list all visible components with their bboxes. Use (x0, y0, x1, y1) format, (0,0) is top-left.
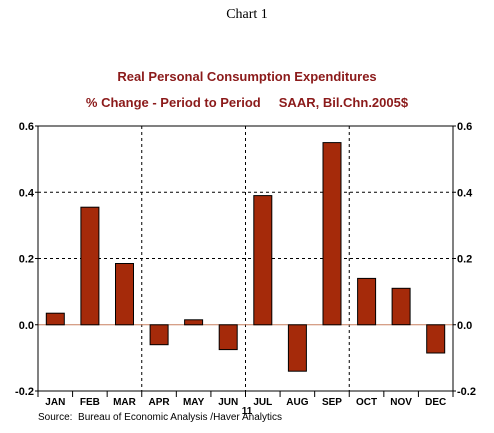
chart-caption: Chart 1 (226, 7, 268, 22)
y-tick-label-left: 0.6 (19, 121, 34, 133)
grid-lines (38, 125, 453, 392)
bars (45, 142, 446, 372)
x-group-label: 11 (242, 406, 253, 417)
bar-mar (115, 263, 134, 326)
bar-nov (391, 287, 411, 326)
y-tick-label-left: 0.0 (19, 320, 34, 332)
y-tick-label-right: 0.4 (457, 187, 473, 199)
x-tick-label: JUL (253, 397, 272, 408)
bar-jul (253, 195, 273, 326)
y-tick-label-right: -0.2 (457, 386, 476, 398)
y-tick-label-right: 0.2 (457, 254, 472, 266)
y-tick-label-right: 0.6 (457, 121, 472, 133)
x-tick-label: OCT (356, 397, 377, 408)
chart-title: Real Personal Consumption Expenditures (117, 69, 376, 84)
bar-jun (218, 324, 238, 351)
y-tick-label-left: 0.4 (19, 187, 35, 199)
bar-jan (45, 312, 65, 326)
source-note: Source: Bureau of Economic Analysis /Hav… (38, 412, 282, 423)
x-tick-label: MAY (183, 397, 205, 408)
x-tick-label: JUN (218, 397, 238, 408)
x-tick-label: SEP (322, 397, 342, 408)
x-tick-label: MAR (113, 397, 137, 408)
x-tick-label: NOV (390, 397, 412, 408)
y-tick-label-left: 0.2 (19, 254, 34, 266)
chart-subtitle: % Change - Period to Period SAAR, Bil.Ch… (86, 95, 409, 110)
bar-dec (426, 324, 446, 354)
y-tick-label-left: -0.2 (15, 386, 34, 398)
bar-sep (322, 142, 342, 326)
bar-apr (149, 324, 169, 346)
bar-oct (357, 277, 377, 326)
x-tick-label: JAN (45, 397, 65, 408)
bar-aug (287, 324, 307, 372)
x-tick-label: FEB (80, 397, 100, 408)
y-tick-label-right: 0.0 (457, 320, 472, 332)
bar-may (184, 319, 204, 326)
x-tick-label: AUG (286, 397, 308, 408)
axes: 0.6 0.6 0.4 0.4 0.2 0.2 0.0 0.0 -0.2 -0.2 JAN FEB MA… (15, 121, 476, 408)
x-tick-label: DEC (425, 397, 446, 408)
x-tick-label: APR (148, 397, 170, 408)
bar-feb (80, 206, 100, 326)
